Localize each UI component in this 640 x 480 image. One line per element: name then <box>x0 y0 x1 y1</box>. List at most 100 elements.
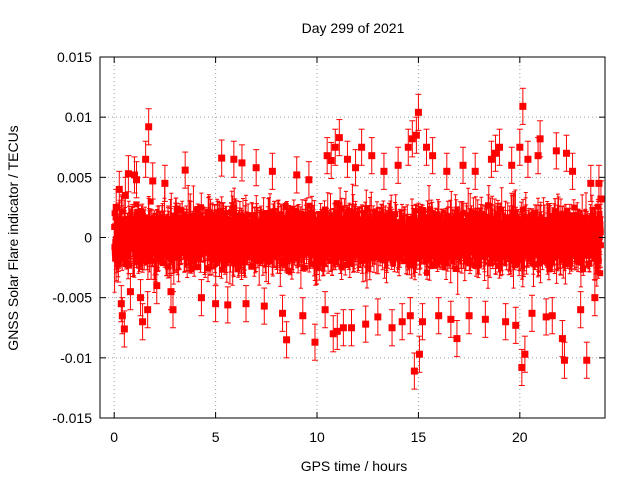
data-point <box>329 315 337 353</box>
point-marker <box>518 363 526 371</box>
point-marker <box>569 167 577 175</box>
point-marker <box>512 321 520 329</box>
data-point <box>252 149 260 187</box>
point-marker <box>358 143 366 151</box>
y-axis-label: GNSS Solar Flare indicator / TECUs <box>5 125 21 350</box>
point-marker <box>283 336 291 344</box>
point-marker <box>114 260 122 268</box>
data-point <box>362 305 370 343</box>
point-marker <box>145 123 153 131</box>
data-point <box>218 139 226 177</box>
point-marker <box>394 161 402 169</box>
data-point <box>145 108 153 146</box>
point-marker <box>481 315 489 323</box>
point-marker <box>133 176 141 184</box>
point-marker <box>583 356 591 364</box>
point-marker <box>380 167 388 175</box>
point-marker <box>404 143 412 151</box>
data-point <box>126 273 134 311</box>
data-point <box>161 164 169 202</box>
data-point <box>352 149 360 187</box>
x-tick-label: 20 <box>512 429 528 445</box>
data-point <box>238 144 246 182</box>
point-marker <box>279 309 287 317</box>
point-marker <box>142 155 150 163</box>
point-marker <box>118 312 126 320</box>
data-point <box>323 137 331 175</box>
markers-cloud <box>111 198 604 277</box>
data-point <box>542 298 550 336</box>
point-marker <box>121 191 129 199</box>
data-point <box>502 303 510 341</box>
point-marker <box>534 152 542 160</box>
data-point <box>335 119 343 157</box>
data-point <box>459 146 467 184</box>
data-point <box>283 321 291 359</box>
point-marker <box>311 338 319 346</box>
data-point <box>388 309 396 347</box>
data-point <box>443 152 451 190</box>
data-point <box>380 152 388 190</box>
data-point <box>508 146 516 184</box>
data-point <box>115 170 123 208</box>
data-point <box>429 137 437 175</box>
point-marker <box>212 300 220 308</box>
point-marker <box>230 155 238 163</box>
data-point <box>149 162 157 200</box>
point-marker <box>331 143 339 151</box>
point-marker <box>181 166 189 174</box>
data-point <box>481 300 489 338</box>
y-tick-label: 0.01 <box>65 109 92 125</box>
y-axis-ticks: -0.015 -0.01 -0.005 0 0.005 0.01 0.015 <box>52 49 605 426</box>
x-axis-ticks: 0 5 10 15 20 <box>110 57 528 445</box>
data-point <box>583 341 591 379</box>
point-marker <box>429 152 437 160</box>
y-tick-label: 0 <box>84 230 92 246</box>
data-point <box>333 312 341 350</box>
data-point <box>512 306 520 344</box>
y-tick-label: -0.015 <box>52 410 92 426</box>
point-marker <box>408 135 416 143</box>
data-point <box>552 132 560 170</box>
point-marker <box>406 312 414 320</box>
data-point <box>260 287 268 325</box>
point-marker <box>562 149 570 157</box>
point-marker <box>591 294 599 302</box>
point-marker <box>333 327 341 335</box>
x-tick-label: 0 <box>110 429 118 445</box>
point-marker <box>552 147 560 155</box>
data-point <box>521 335 529 373</box>
point-marker <box>524 155 532 163</box>
y-tick-label: 0.005 <box>57 169 92 185</box>
data-point <box>169 291 177 329</box>
point-marker <box>528 309 536 317</box>
data-point <box>230 140 238 178</box>
point-marker <box>597 195 605 203</box>
data-point <box>569 152 577 190</box>
point-marker <box>293 171 301 179</box>
point-marker <box>242 300 250 308</box>
data-point <box>560 341 568 379</box>
point-marker <box>471 167 479 175</box>
point-marker <box>347 324 355 332</box>
data-point <box>181 151 189 189</box>
data-point <box>435 297 443 335</box>
data-point <box>327 141 335 180</box>
data-point <box>368 137 376 175</box>
data-point <box>465 297 473 335</box>
point-marker <box>560 356 568 364</box>
point-marker <box>491 149 499 157</box>
data-point <box>524 140 532 178</box>
point-marker <box>260 302 268 310</box>
data-point <box>124 155 132 193</box>
point-marker <box>115 185 123 193</box>
data-point <box>343 140 351 178</box>
x-tick-label: 10 <box>309 429 325 445</box>
data-cloud <box>111 183 604 295</box>
data-point <box>536 120 544 158</box>
data-point <box>519 87 527 125</box>
point-marker <box>161 179 169 187</box>
point-marker <box>587 179 595 187</box>
data-point <box>339 309 347 347</box>
data-point <box>120 310 128 348</box>
